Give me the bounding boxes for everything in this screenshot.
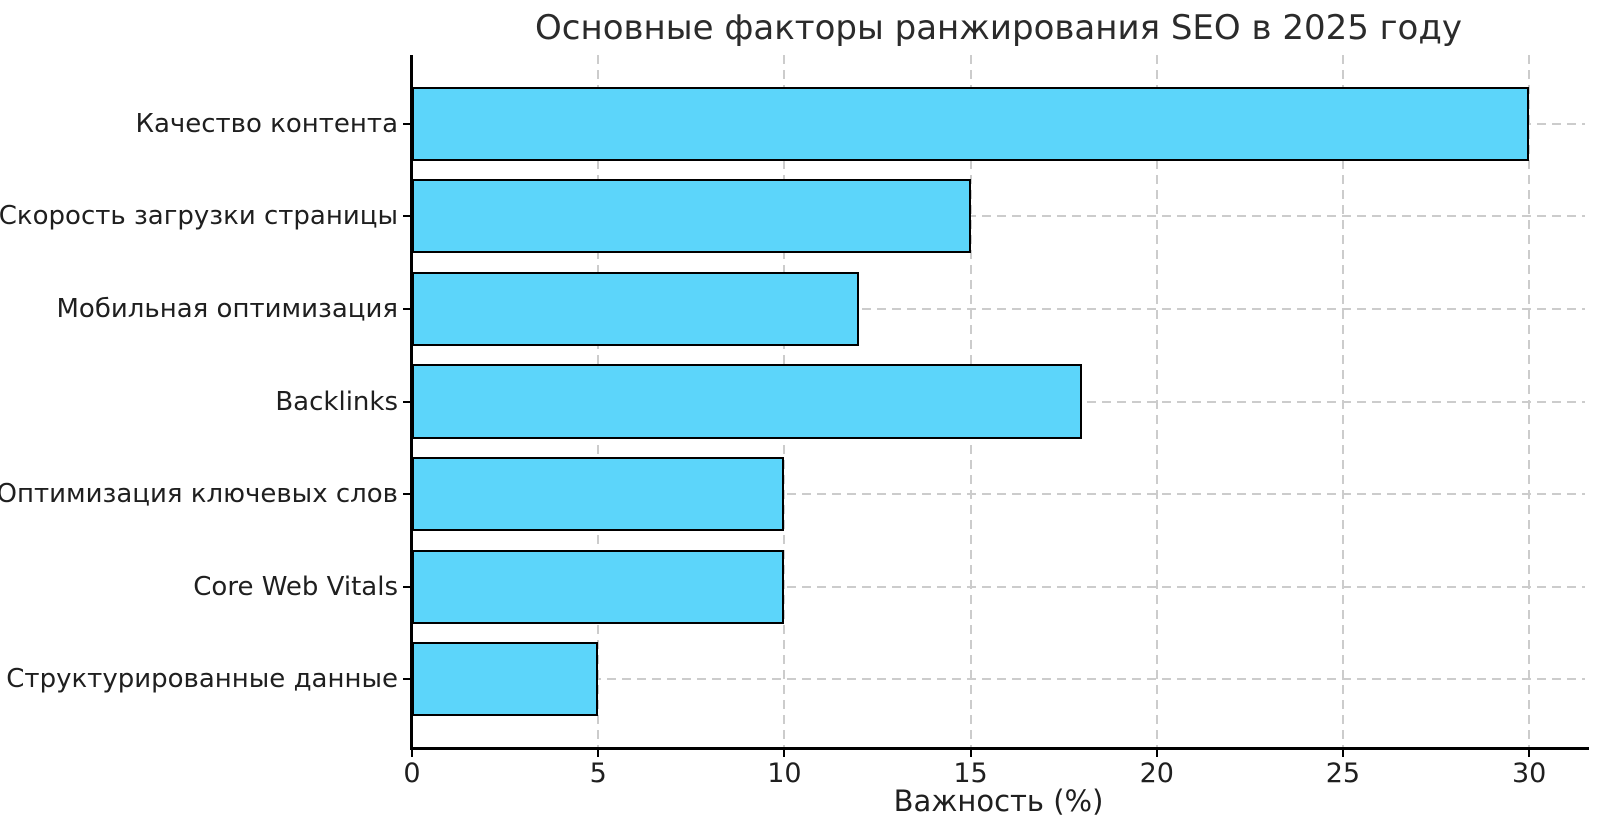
x-tick-label: 0 [403,758,421,789]
x-tick-label: 5 [589,758,607,789]
bar [412,271,859,346]
x-tick-label: 25 [1325,758,1361,789]
category-label: Оптимизация ключевых слов [0,479,398,510]
x-tick-mark [969,748,972,757]
category-label: Backlinks [275,386,398,417]
category-label: Качество контента [135,108,398,139]
y-gridline [412,585,1585,588]
y-gridline [412,678,1585,681]
chart-title: Основные факторы ранжирования SEO в 2025… [535,8,1462,48]
x-tick-label: 30 [1511,758,1547,789]
x-axis-spine [410,747,1589,750]
y-tick-mark [403,493,412,496]
bar [412,179,971,254]
x-tick-mark [783,748,786,757]
y-tick-mark [403,678,412,681]
bar [412,642,599,717]
y-gridline [412,307,1585,310]
category-label: Мобильная оптимизация [56,293,398,324]
y-gridline [412,493,1585,496]
y-tick-mark [403,307,412,310]
bar [412,86,1530,161]
x-tick-mark [1341,748,1344,757]
y-gridline [412,215,1585,218]
x-tick-label: 15 [953,758,988,789]
y-tick-mark [403,585,412,588]
category-label: Скорость загрузки страницы [0,201,398,232]
x-tick-mark [411,748,413,757]
bar [412,364,1083,439]
bar [412,457,785,532]
x-axis-label: Важность (%) [893,784,1104,818]
category-label: Core Web Vitals [193,571,398,602]
x-tick-mark [1528,748,1531,757]
y-tick-mark [403,215,412,218]
y-tick-mark [403,122,412,125]
y-tick-mark [403,400,412,403]
x-tick-label: 20 [1139,758,1174,789]
x-tick-mark [597,748,600,757]
bar [412,549,785,624]
category-label: Структурированные данные [6,664,398,695]
x-tick-label: 10 [767,758,802,789]
y-axis-spine [410,55,413,750]
x-tick-mark [1155,748,1158,757]
